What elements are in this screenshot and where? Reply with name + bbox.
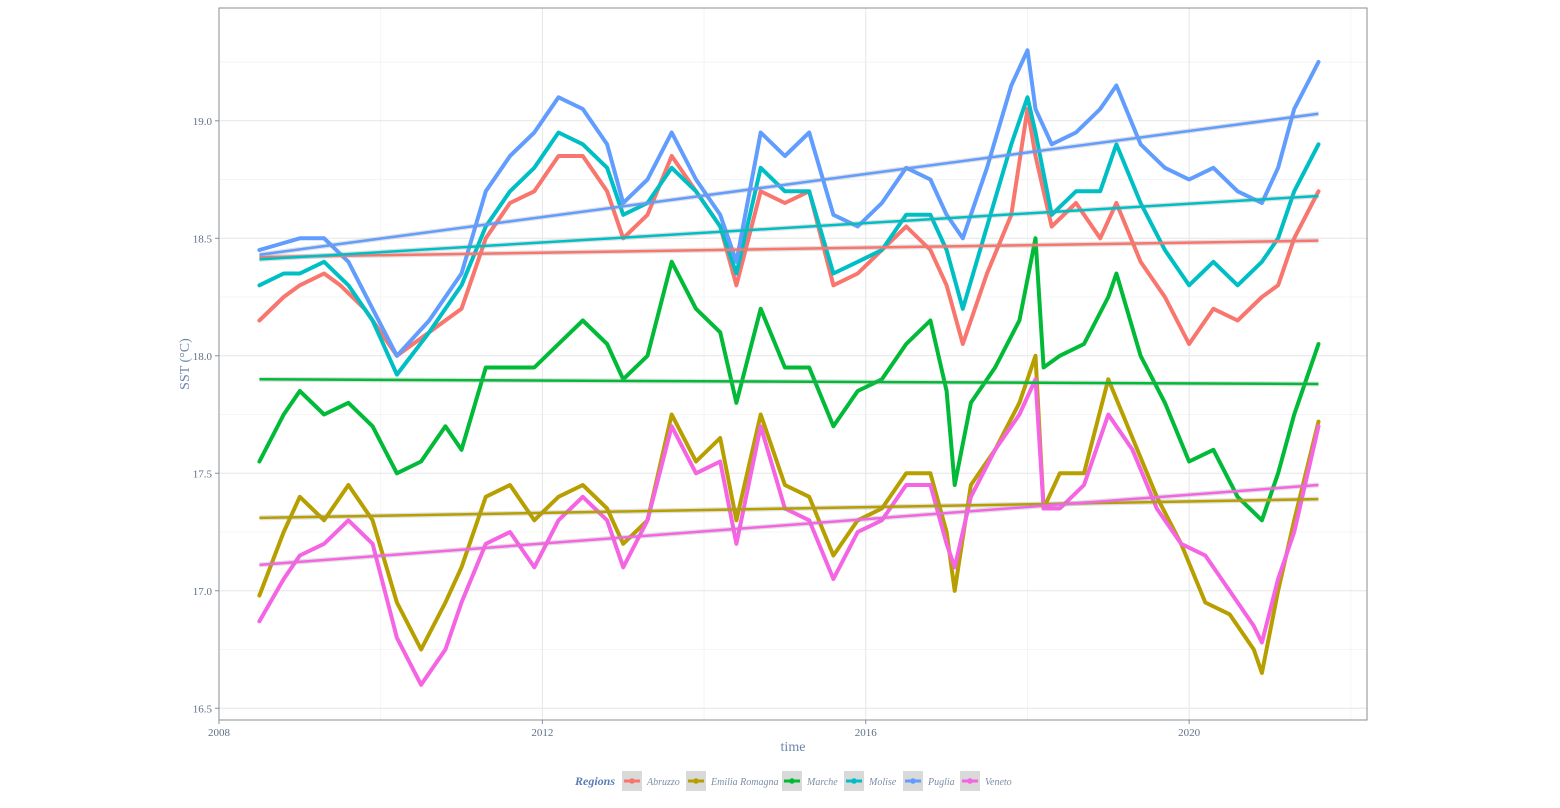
trend-line-marche <box>259 378 1319 386</box>
minor-gridlines <box>219 8 1367 720</box>
legend-label-abruzzo: Abruzzo <box>646 777 680 788</box>
series-line-marche <box>257 236 1321 523</box>
trend-line-molise <box>259 194 1319 261</box>
y-axis-title: SST (°C) <box>178 338 193 390</box>
legend-dot-puglia <box>910 778 916 784</box>
legend-dot-emilia-romagna <box>693 778 699 784</box>
legend-label-molise: Molise <box>868 777 897 788</box>
y-tick-label: 18.0 <box>193 351 213 363</box>
y-tick-label: 17.5 <box>193 468 213 480</box>
x-axis-ticks: 2008 2012 2016 2020 <box>208 720 1201 739</box>
y-tick-label: 19.0 <box>193 116 213 128</box>
series-line-emilia-romagna <box>257 353 1321 675</box>
trend-line-veneto <box>259 483 1319 567</box>
trend-line-puglia <box>259 112 1319 256</box>
plot-panel-border <box>218 7 1368 721</box>
legend-label-emilia-romagna: Emilia Romagna <box>710 777 779 788</box>
trend-line-abruzzo <box>259 239 1319 259</box>
x-tick-label: 2008 <box>208 727 231 739</box>
legend-dot-molise <box>851 778 857 784</box>
y-axis-ticks: 16.5 17.0 17.5 18.0 18.5 19.0 <box>193 116 219 715</box>
trend-layer <box>259 111 1319 568</box>
legend-dot-abruzzo <box>629 778 635 784</box>
legend-label-puglia: Puglia <box>927 777 955 788</box>
legend: Regions Abruzzo Emilia Romagna Marche Molis… <box>574 771 1012 791</box>
series-line-puglia <box>257 48 1321 358</box>
legend-dot-veneto <box>967 778 973 784</box>
x-axis-title: time <box>781 740 806 755</box>
legend-label-marche: Marche <box>806 777 838 788</box>
series-line-molise <box>257 95 1321 377</box>
legend-title: Regions <box>574 774 615 788</box>
x-tick-label: 2016 <box>855 727 878 739</box>
y-tick-label: 16.5 <box>193 703 213 715</box>
legend-dot-marche <box>789 778 795 784</box>
legend-label-veneto: Veneto <box>985 777 1012 788</box>
x-tick-label: 2012 <box>531 727 553 739</box>
y-tick-label: 18.5 <box>193 233 213 245</box>
y-tick-label: 17.0 <box>193 586 213 598</box>
trend-line-emilia-romagna <box>259 497 1319 520</box>
x-tick-label: 2020 <box>1178 727 1201 739</box>
